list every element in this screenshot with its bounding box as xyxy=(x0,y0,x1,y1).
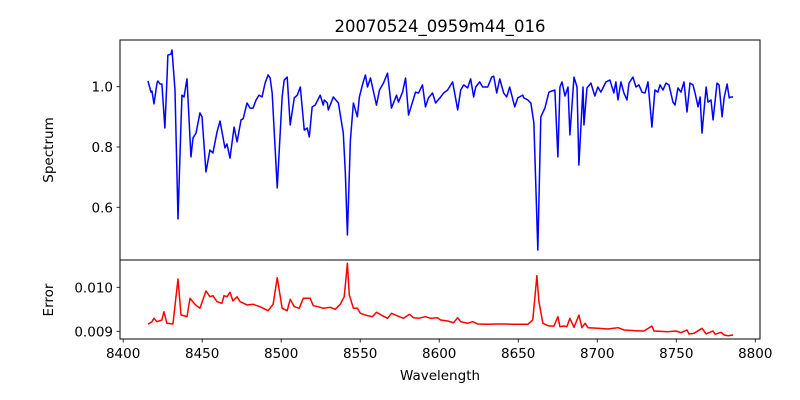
x-tick-label: 8600 xyxy=(422,346,456,362)
spectrum-y-axis-label: Spectrum xyxy=(41,117,57,182)
spectrum-y-tick-label: 0.8 xyxy=(92,140,113,156)
error-y-tick-label: 0.010 xyxy=(74,280,113,296)
chart-title: 20070524_0959m44_016 xyxy=(334,17,545,37)
error-y-tick-label: 0.009 xyxy=(74,324,113,340)
x-tick-label: 8400 xyxy=(106,346,140,362)
x-tick-label: 8700 xyxy=(580,346,614,362)
spectrum-y-tick-label: 1.0 xyxy=(92,80,113,96)
x-tick-label: 8500 xyxy=(264,346,298,362)
x-tick-label: 8550 xyxy=(343,346,377,362)
x-axis-label: Wavelength xyxy=(400,368,480,384)
x-tick-label: 8750 xyxy=(659,346,693,362)
x-tick-label: 8450 xyxy=(185,346,219,362)
spectrum-series-line xyxy=(147,49,734,251)
error-y-axis-label: Error xyxy=(41,283,57,316)
spectrum-y-tick-label: 0.6 xyxy=(92,200,113,216)
plot-panels: 0.6 0.8 1.0 0.009 0.010 8400 8450 8500 8550 8600 8… xyxy=(74,39,772,362)
x-tick-label: 8800 xyxy=(738,346,772,362)
error-panel: 0.009 0.010 8400 8450 8500 8550 8600 8650 8700 87… xyxy=(74,259,772,362)
error-axes-frame xyxy=(119,259,761,340)
error-series-line xyxy=(147,262,734,337)
x-tick-label: 8650 xyxy=(501,346,535,362)
